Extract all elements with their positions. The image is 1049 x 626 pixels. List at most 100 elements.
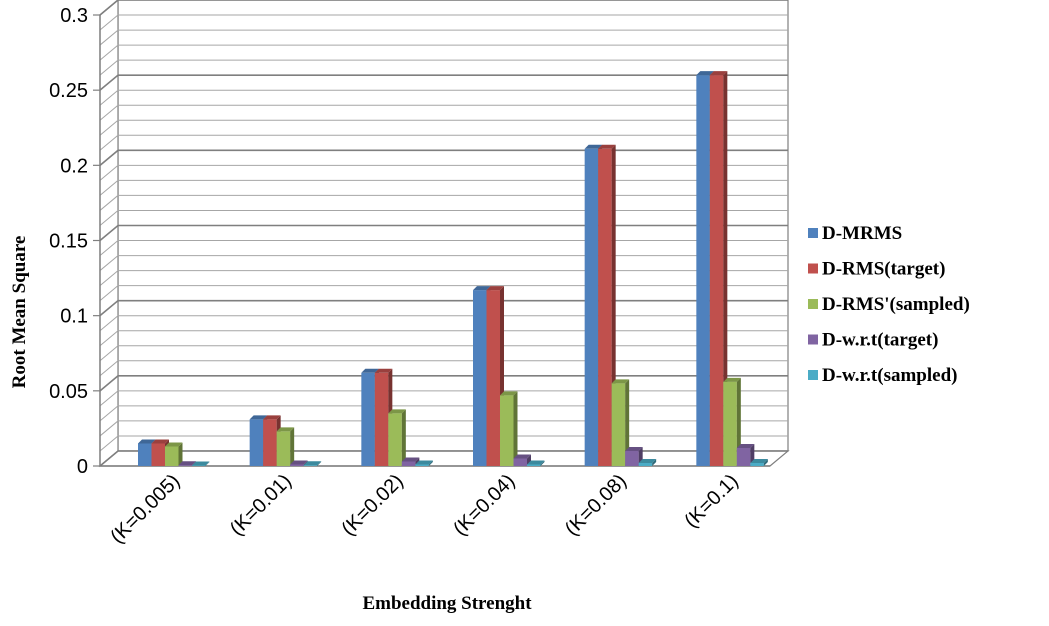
bar [625, 446, 643, 466]
bar-front [638, 462, 653, 466]
bar-top [473, 286, 491, 291]
minor-gridline [99, 390, 788, 407]
minor-gridline [99, 420, 788, 437]
bar-top [303, 461, 322, 466]
x-axis-category-labels: (K=0.005) (K=0.01) (K=0.02) (K=0.04) (K=0.08… [106, 470, 742, 548]
major-gridline [99, 74, 788, 91]
legend-item: D-w.r.t(target) [808, 330, 938, 351]
minor-gridline [99, 194, 788, 211]
bar-side [652, 458, 657, 466]
bar [276, 427, 295, 466]
x-tick-label: (K=0.02) [338, 470, 408, 540]
bar-front [486, 290, 500, 466]
bar-front [513, 458, 527, 466]
bar-top [709, 71, 728, 76]
bar [192, 461, 210, 466]
legend-swatch [808, 263, 818, 274]
bar-side [736, 377, 741, 466]
bar-front [388, 413, 402, 466]
bar-top [696, 71, 714, 76]
minor-gridline [99, 29, 788, 46]
bar [513, 454, 531, 466]
bar-side [317, 461, 322, 466]
bar-front [473, 290, 487, 466]
bar-top [138, 439, 156, 444]
bar-front [723, 381, 737, 466]
bar [723, 377, 741, 466]
bar-top [750, 458, 768, 463]
x-tick-label: (K=0.08) [561, 470, 631, 540]
bar [303, 461, 322, 466]
bar-front [374, 372, 389, 466]
minor-gridline [99, 330, 788, 347]
bar-side [205, 461, 210, 466]
bar-side [428, 460, 433, 466]
bar-side [625, 379, 630, 466]
bar-front [263, 419, 277, 466]
x-tick-label: (K=0.01) [226, 470, 296, 540]
legend-label: D-MRMS [822, 223, 902, 244]
bar [611, 379, 630, 466]
y-tick-label: 0.15 [49, 231, 88, 253]
bar [709, 71, 728, 466]
x-tick-label: (K=0.04) [449, 470, 519, 540]
bar-side [527, 454, 531, 466]
major-gridline [99, 0, 788, 16]
y-axis-tick-labels: 0 0.05 0.1 0.15 0.2 0.25 0.3 [49, 5, 88, 478]
legend-swatch [808, 370, 818, 380]
x-tick-label: (K=0.005) [106, 470, 184, 548]
minor-gridline [99, 209, 788, 226]
bar-side [723, 71, 728, 466]
bar-top [178, 461, 196, 466]
bar-front [138, 443, 152, 466]
major-gridline [99, 299, 788, 317]
bar-side [178, 442, 183, 466]
bar-front [361, 372, 375, 466]
bar-front [401, 461, 416, 466]
bar [486, 286, 504, 466]
legend-item: D-w.r.t(sampled) [808, 365, 957, 386]
bar [736, 443, 755, 466]
y-tick-label: 0.1 [60, 306, 88, 328]
x-tick-label: (K=0.1) [680, 470, 742, 532]
bar [527, 460, 545, 466]
bar-top [625, 446, 643, 451]
minor-gridline [99, 119, 788, 136]
bar-front [303, 465, 318, 466]
minor-gridline [99, 360, 788, 377]
bar [638, 458, 657, 466]
bar-side [540, 460, 545, 466]
minor-gridline [99, 89, 788, 106]
bar-top [598, 144, 616, 149]
minor-gridline [99, 345, 788, 362]
legend-swatch [808, 299, 818, 309]
legend-item: D-RMS(target) [808, 259, 945, 280]
bar-top [374, 368, 393, 373]
minor-gridline [99, 179, 788, 196]
bar-front [625, 450, 639, 466]
bar-front [151, 443, 165, 466]
y-axis-title: Root Mean Square [9, 236, 30, 389]
minor-gridline [99, 240, 788, 256]
minor-gridline [99, 285, 788, 302]
minor-gridline [99, 134, 788, 151]
minor-gridline [99, 104, 788, 121]
bar-top [249, 415, 268, 420]
bar-front [696, 75, 710, 466]
major-gridline [99, 450, 788, 467]
bar-top [736, 443, 755, 448]
bar-front [290, 464, 304, 466]
legend-label: D-RMS(target) [822, 259, 945, 280]
minor-gridline [99, 44, 788, 61]
major-gridline [99, 149, 788, 166]
bar [750, 458, 768, 466]
y-tick-label: 0.25 [49, 80, 88, 102]
minor-gridline [99, 59, 788, 76]
bar-top [527, 460, 545, 465]
y-tick-label: 0.3 [60, 5, 88, 27]
chart-walls [98, 0, 790, 468]
bar [165, 442, 183, 466]
bar-top [263, 415, 281, 420]
bar-top [486, 286, 504, 291]
bar-front [500, 395, 514, 466]
